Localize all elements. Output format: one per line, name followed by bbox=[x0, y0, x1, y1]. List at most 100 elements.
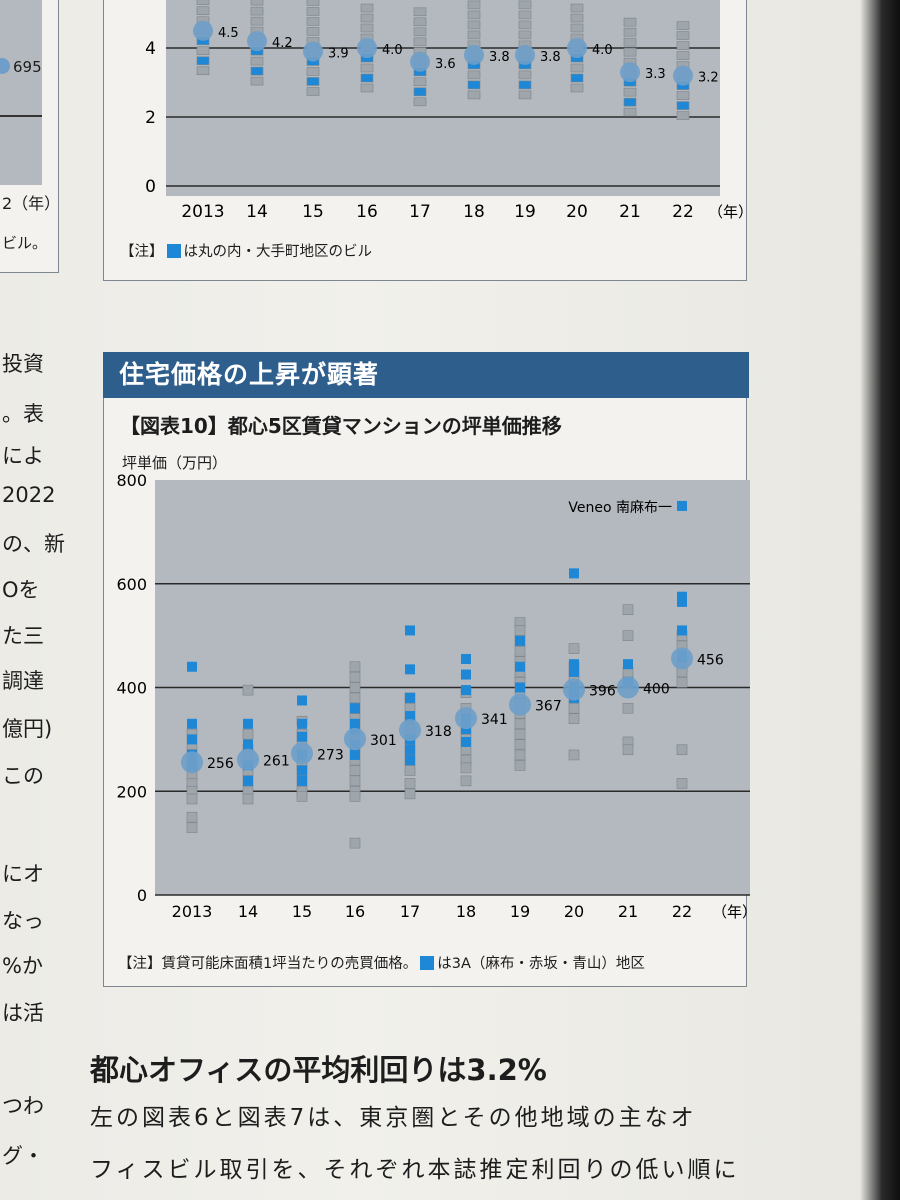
fig-x-tick-label: 21 bbox=[618, 902, 638, 921]
top-point bbox=[196, 0, 210, 6]
fig-point-other bbox=[349, 671, 361, 683]
top-point bbox=[570, 23, 584, 33]
left-dot bbox=[0, 58, 10, 74]
top-x-tick-label: 22 bbox=[672, 202, 694, 222]
top-point bbox=[623, 27, 637, 37]
top-point bbox=[570, 3, 584, 13]
top-x-tick-label: 21 bbox=[619, 202, 641, 222]
top-point bbox=[360, 73, 374, 83]
fig-point-other bbox=[568, 713, 580, 724]
top-point bbox=[467, 70, 481, 80]
fig-x-tick-label: 19 bbox=[510, 902, 530, 921]
fig-average-label: 341 bbox=[481, 712, 508, 728]
fig-average-label: 256 bbox=[207, 756, 234, 772]
top-point bbox=[676, 51, 690, 60]
fig-x-tick-label: 22 bbox=[672, 902, 692, 921]
fig-point-3a bbox=[405, 744, 415, 755]
fig-point-other bbox=[349, 775, 361, 787]
left-text-fragment: は活 bbox=[2, 1001, 44, 1025]
fig-y-tick-label: 400 bbox=[116, 679, 147, 698]
fig-point-3a bbox=[350, 703, 360, 714]
top-average-marker bbox=[464, 44, 484, 65]
fig-point-3a bbox=[461, 685, 471, 696]
top-x-tick-label: 20 bbox=[566, 202, 588, 222]
top-average-marker bbox=[303, 41, 323, 62]
top-point bbox=[196, 6, 210, 16]
fig-average-marker bbox=[344, 727, 366, 750]
top-point bbox=[413, 7, 427, 17]
top-plot-area bbox=[166, 0, 720, 196]
top-average-marker bbox=[673, 65, 693, 86]
fig-point-3a bbox=[243, 775, 253, 786]
fig-point-other bbox=[676, 744, 688, 756]
top-average-label: 3.6 bbox=[435, 57, 456, 72]
top-point bbox=[306, 17, 320, 26]
top-average-label: 4.0 bbox=[382, 43, 403, 58]
top-point bbox=[518, 90, 532, 100]
fig-point-other bbox=[186, 822, 198, 833]
fig-point-3a bbox=[677, 591, 687, 602]
fig-point-other bbox=[186, 811, 198, 823]
fig-point-other bbox=[242, 793, 254, 805]
top-point bbox=[413, 17, 427, 27]
fig-point-3a bbox=[405, 755, 415, 766]
fig-point-3a bbox=[569, 568, 579, 579]
left-text-fragment: Oを bbox=[2, 578, 40, 602]
top-x-tick-label: 19 bbox=[514, 202, 536, 222]
fig-point-other bbox=[349, 692, 361, 704]
fig-point-other bbox=[404, 765, 416, 776]
fig-point-3a bbox=[297, 765, 307, 776]
fig-point-other bbox=[676, 778, 688, 789]
fig-point-other bbox=[568, 749, 580, 761]
fig-x-tick-label: 14 bbox=[238, 902, 258, 921]
top-point bbox=[413, 87, 427, 97]
fig-average-marker bbox=[181, 751, 203, 774]
top-point bbox=[676, 111, 690, 120]
fig-point-3a bbox=[623, 659, 633, 670]
top-point bbox=[570, 13, 584, 23]
legend-square-icon bbox=[420, 956, 435, 970]
top-point bbox=[360, 23, 374, 33]
top-point bbox=[570, 63, 584, 73]
top-average-label: 3.8 bbox=[489, 50, 510, 65]
fig-x-tick-label: 20 bbox=[564, 902, 584, 921]
top-average-marker bbox=[515, 44, 535, 65]
fig-average-marker bbox=[509, 693, 531, 716]
fig-point-other bbox=[568, 643, 580, 654]
fig-y-tick-label: 200 bbox=[116, 782, 147, 801]
top-average-marker bbox=[567, 38, 587, 58]
fig-average-label: 367 bbox=[535, 699, 562, 715]
fig-average-label: 400 bbox=[643, 682, 670, 698]
top-x-tick-label: 18 bbox=[463, 202, 485, 222]
fig-point-3a bbox=[405, 625, 415, 636]
left-text-fragment: 調達 bbox=[2, 669, 44, 693]
fig-x-tick-label: 16 bbox=[345, 902, 365, 921]
top-chart: 0 2 4 4.5 2013 4.2 14 3.9 15 4.0 16 3.6 17 3.8 18 3.8 19… bbox=[145, 0, 753, 222]
fig-average-marker bbox=[563, 678, 585, 701]
left-text-fragment: た三 bbox=[2, 624, 44, 648]
figure10-chart: 0 200 400 600 800 256 261 273 301 318 341 367 396 400… bbox=[116, 471, 757, 921]
top-x-tick-label: 15 bbox=[302, 202, 324, 222]
top-point bbox=[250, 16, 264, 26]
top-point bbox=[518, 20, 532, 30]
fig-point-other bbox=[404, 788, 416, 800]
left-text-fragment: つわ bbox=[2, 1094, 44, 1118]
left-value-695: 695 bbox=[13, 58, 42, 76]
left-text-fragment: 投資 bbox=[2, 352, 44, 376]
top-chart-note: 【注】 は丸の内・大手町地区のビル bbox=[120, 240, 372, 261]
top-point bbox=[518, 70, 532, 80]
fig-average-label: 273 bbox=[317, 747, 344, 763]
top-point bbox=[250, 56, 264, 66]
fig-point-3a bbox=[677, 596, 687, 607]
fig-point-other bbox=[622, 630, 634, 641]
fig-point-3a bbox=[187, 734, 197, 745]
fig-point-other bbox=[514, 728, 526, 740]
top-x-tick-label: 2013 bbox=[181, 202, 224, 222]
section-heading: 都心オフィスの平均利回りは3.2% bbox=[90, 1053, 547, 1087]
fig-point-3a bbox=[461, 669, 471, 680]
fig-point-other bbox=[349, 682, 361, 693]
fig-point-3a bbox=[350, 718, 360, 729]
figure10-note: 【注】賃貸可能床面積1坪当たりの売買価格。 は3A（麻布・赤坂・青山）地区 bbox=[118, 952, 645, 973]
top-point bbox=[467, 90, 481, 100]
fig-point-other bbox=[514, 625, 526, 636]
